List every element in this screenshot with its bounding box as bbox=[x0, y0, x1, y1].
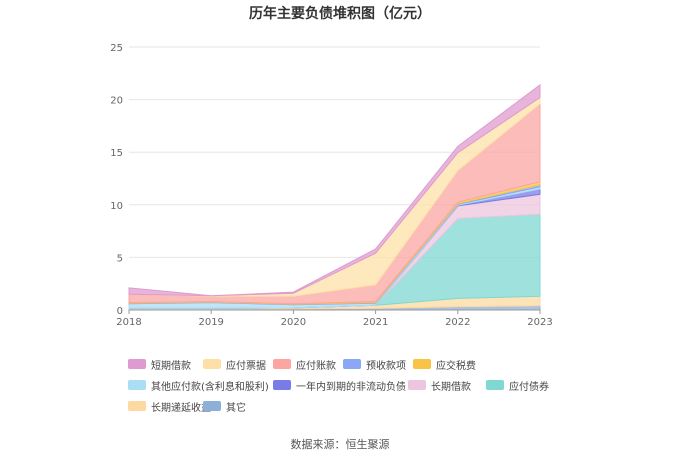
area-series bbox=[128, 83, 541, 311]
legend-item[interactable]: 应付债券 bbox=[486, 378, 549, 393]
legend-item[interactable]: 应付账款 bbox=[273, 357, 336, 372]
legend-label: 长期借款 bbox=[431, 381, 471, 393]
x-tick-label: 2020 bbox=[281, 317, 306, 328]
y-tick-label: 0 bbox=[117, 306, 123, 317]
legend-label: 短期借款 bbox=[151, 360, 191, 372]
y-tick-label: 10 bbox=[110, 201, 123, 212]
axes: 0 5 10 15 20 25 2018 2019 2020 2021 2022 2023 bbox=[110, 43, 552, 328]
legend-item[interactable]: 其它 bbox=[203, 399, 246, 414]
x-tick-label: 2021 bbox=[363, 317, 388, 328]
legend-swatch bbox=[343, 359, 361, 369]
legend-swatch bbox=[203, 359, 221, 369]
legend-swatch bbox=[203, 401, 221, 411]
legend-label: 应交税费 bbox=[436, 360, 476, 372]
legend-label: 一年内到期的非流动负债 bbox=[296, 381, 406, 393]
legend-swatch bbox=[273, 380, 291, 390]
legend-item[interactable]: 应付票据 bbox=[203, 357, 266, 372]
data-source-note: 数据来源：恒生聚源 bbox=[290, 438, 390, 451]
legend-item[interactable]: 其他应付款(含利息和股利) bbox=[128, 378, 269, 393]
y-tick-label: 5 bbox=[117, 253, 123, 264]
chart-title: 历年主要负债堆积图（亿元） bbox=[249, 6, 431, 22]
y-tick-label: 20 bbox=[110, 96, 123, 107]
legend-swatch bbox=[128, 401, 146, 411]
legend-label: 其它 bbox=[226, 402, 246, 414]
legend-item[interactable]: 长期递延收益 bbox=[128, 399, 211, 414]
legend-label: 应付账款 bbox=[296, 360, 336, 372]
y-tick-label: 25 bbox=[110, 43, 123, 54]
x-tick-label: 2018 bbox=[116, 317, 141, 328]
legend-swatch bbox=[273, 359, 291, 369]
legend-swatch bbox=[408, 380, 426, 390]
x-tick-label: 2023 bbox=[527, 317, 552, 328]
area-series-10 bbox=[128, 83, 541, 297]
x-tick-label: 2019 bbox=[198, 317, 223, 328]
legend-label: 其他应付款(含利息和股利) bbox=[151, 381, 269, 393]
legend-label: 长期递延收益 bbox=[151, 402, 211, 414]
legend-item[interactable]: 预收款项 bbox=[343, 357, 406, 372]
legend-swatch bbox=[128, 380, 146, 390]
legend-item[interactable]: 长期借款 bbox=[408, 378, 471, 393]
legend-label: 应付票据 bbox=[226, 360, 266, 372]
legend-swatch bbox=[486, 380, 504, 390]
legend-label: 预收款项 bbox=[366, 360, 406, 372]
legend-label: 应付债券 bbox=[509, 381, 549, 393]
x-tick-label: 2022 bbox=[445, 317, 470, 328]
legend-item[interactable]: 一年内到期的非流动负债 bbox=[273, 378, 406, 393]
y-tick-label: 15 bbox=[110, 148, 123, 159]
legend-swatch bbox=[413, 359, 431, 369]
legend-swatch bbox=[128, 359, 146, 369]
legend-item[interactable]: 应交税费 bbox=[413, 357, 476, 372]
legend-item[interactable]: 短期借款 bbox=[128, 357, 191, 372]
